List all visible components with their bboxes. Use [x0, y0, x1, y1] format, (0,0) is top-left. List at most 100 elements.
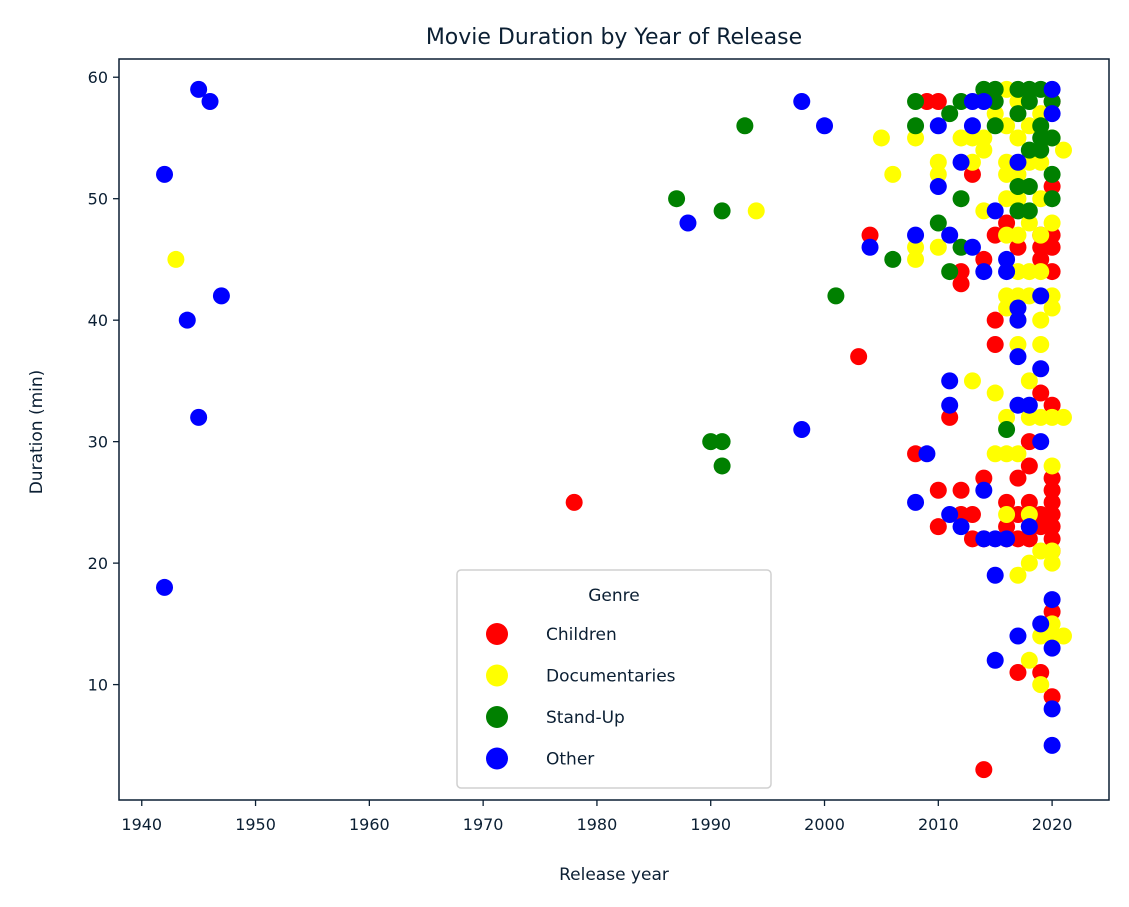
data-point [929, 153, 947, 171]
data-point [1020, 554, 1038, 572]
data-point [850, 348, 868, 366]
data-point [1043, 299, 1061, 317]
data-point [1032, 676, 1050, 694]
data-point [747, 202, 765, 220]
data-point [1043, 214, 1061, 232]
data-point [986, 202, 1004, 220]
data-point [941, 263, 959, 281]
data-point [998, 493, 1016, 511]
data-point [907, 226, 925, 244]
data-point [1043, 530, 1061, 548]
data-point [736, 117, 754, 135]
data-point [884, 250, 902, 268]
data-point [816, 117, 834, 135]
data-point [1009, 238, 1027, 256]
data-point [975, 129, 993, 147]
data-point [1043, 190, 1061, 208]
data-point [975, 263, 993, 281]
series-stand-up [668, 80, 1061, 475]
x-tick-label: 1940 [121, 815, 162, 834]
data-point [929, 178, 947, 196]
chart-title: Movie Duration by Year of Release [426, 25, 802, 50]
data-point [986, 311, 1004, 329]
data-point [872, 129, 890, 147]
data-point [1032, 360, 1050, 378]
series-other [156, 80, 1061, 754]
data-point [1043, 591, 1061, 609]
legend-marker [486, 747, 508, 770]
data-point [1043, 736, 1061, 754]
data-point [1043, 238, 1061, 256]
data-point [212, 287, 230, 305]
data-point [1043, 603, 1061, 621]
data-point [998, 530, 1016, 548]
data-point [986, 566, 1004, 584]
data-point [941, 396, 959, 414]
x-tick-label: 1990 [690, 815, 731, 834]
data-point [929, 117, 947, 135]
data-point [1020, 506, 1038, 524]
legend-label: Stand-Up [546, 708, 625, 728]
data-point [1009, 663, 1027, 681]
data-point [1020, 651, 1038, 669]
data-point [827, 287, 845, 305]
data-point [1020, 457, 1038, 475]
data-point [1020, 372, 1038, 390]
data-point [1032, 335, 1050, 353]
data-point [1043, 700, 1061, 718]
data-point [178, 311, 196, 329]
data-point [952, 190, 970, 208]
x-tick-label: 2020 [1032, 815, 1073, 834]
data-point [952, 275, 970, 293]
y-tick-label: 30 [88, 433, 108, 452]
data-point [941, 506, 959, 524]
data-point [907, 250, 925, 268]
x-tick-label: 2000 [804, 815, 845, 834]
data-point [918, 445, 936, 463]
data-point [1009, 105, 1027, 123]
data-point [1043, 165, 1061, 183]
data-point [861, 226, 879, 244]
data-point [1009, 311, 1027, 329]
data-point [1043, 469, 1061, 487]
data-point [986, 651, 1004, 669]
data-point [975, 481, 993, 499]
data-point [1009, 627, 1027, 645]
data-point [1032, 663, 1050, 681]
data-point [1009, 566, 1027, 584]
data-point [998, 250, 1016, 268]
data-point [1043, 554, 1061, 572]
data-point [1043, 80, 1061, 98]
data-point [1032, 153, 1050, 171]
x-tick-label: 1950 [235, 815, 276, 834]
y-axis-label: Duration (min) [27, 370, 47, 495]
data-point [998, 506, 1016, 524]
legend-label: Other [546, 750, 594, 770]
data-point [986, 105, 1004, 123]
data-point [884, 165, 902, 183]
data-point [986, 80, 1004, 98]
data-point [929, 481, 947, 499]
legend-title: Genre [588, 586, 639, 606]
data-point [1032, 117, 1050, 135]
data-point [1009, 129, 1027, 147]
data-point [952, 481, 970, 499]
data-point [907, 238, 925, 256]
data-point [1054, 141, 1072, 159]
data-point [1032, 263, 1050, 281]
data-point [929, 238, 947, 256]
data-point [907, 117, 925, 135]
y-tick-label: 20 [88, 554, 108, 573]
legend: Genre Children Documentaries Stand-Up Other [456, 569, 772, 789]
data-point [1032, 287, 1050, 305]
data-point [963, 165, 981, 183]
data-point [907, 129, 925, 147]
legend-label: Documentaries [546, 667, 676, 687]
data-point [998, 263, 1016, 281]
data-point [1054, 627, 1072, 645]
data-point [679, 214, 697, 232]
y-tick-label: 60 [88, 68, 108, 87]
data-point [1043, 396, 1061, 414]
data-point [1043, 457, 1061, 475]
